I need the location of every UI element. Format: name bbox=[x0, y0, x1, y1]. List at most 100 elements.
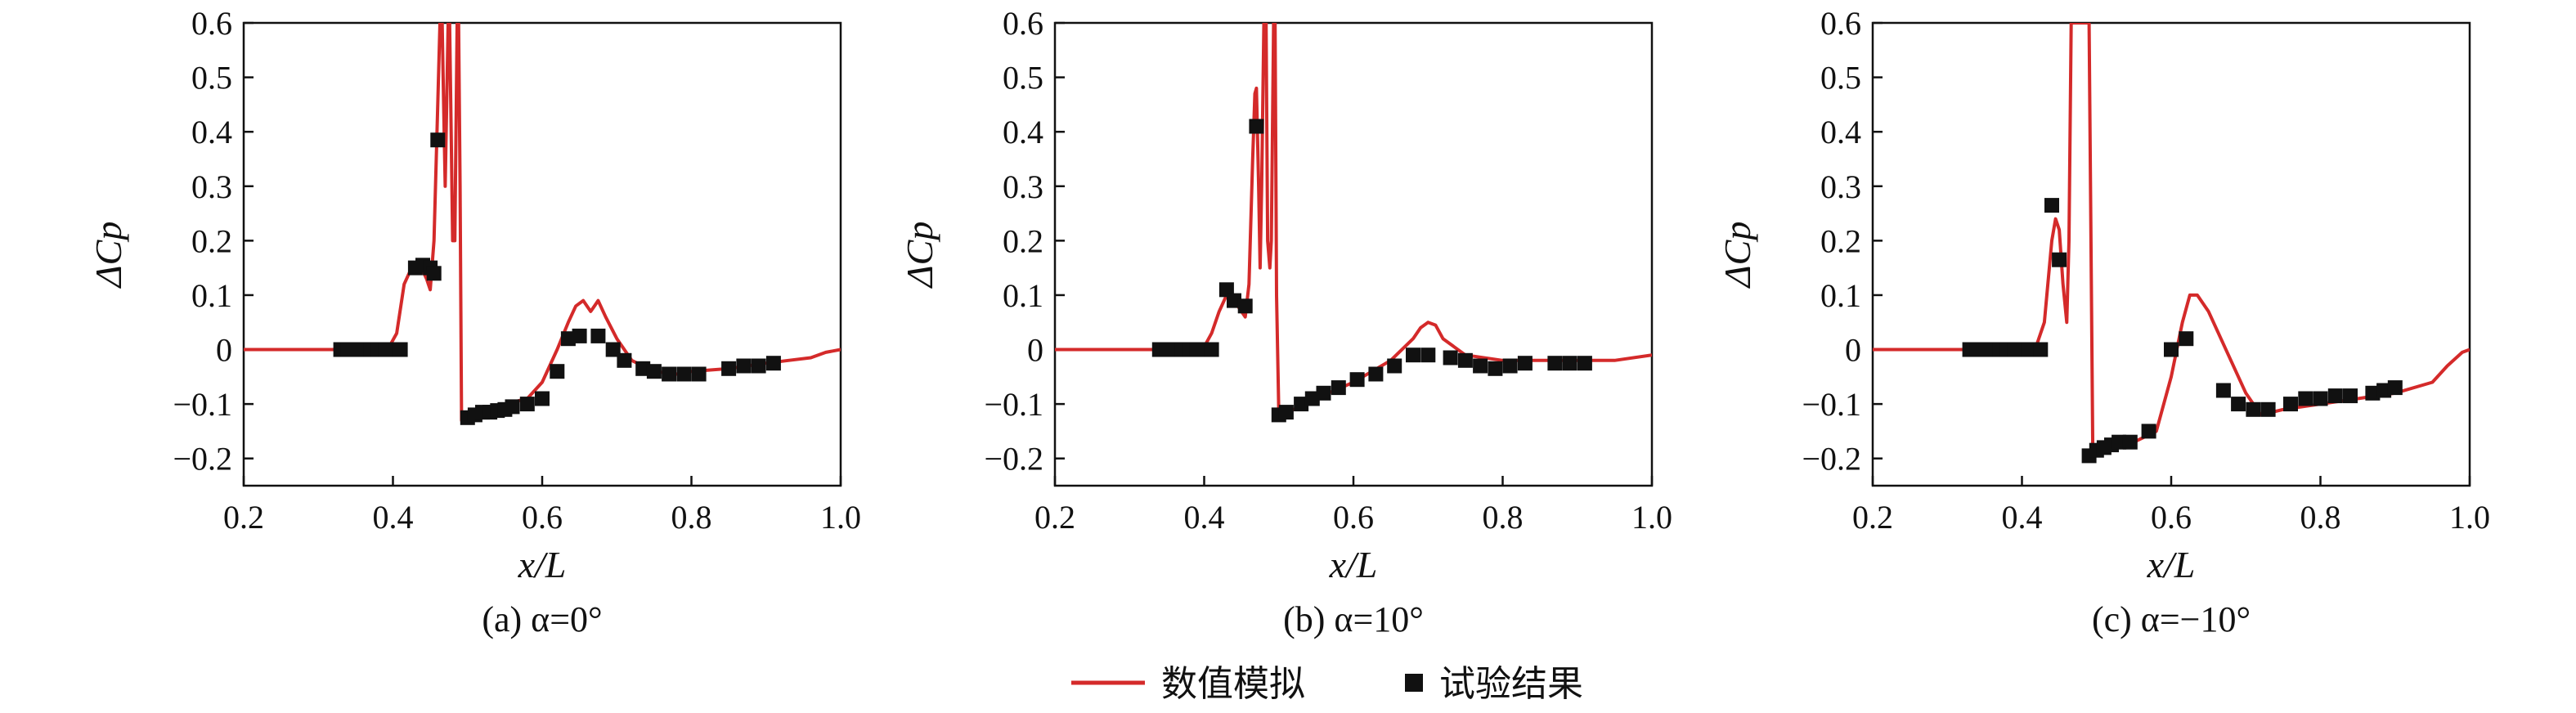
x-tick-label: 0.4 bbox=[1184, 499, 1225, 536]
experiment-point bbox=[1316, 385, 1331, 401]
experiment-point bbox=[2387, 380, 2403, 396]
experiment-point bbox=[2164, 342, 2179, 357]
panel-caption-b: (b) α=10° bbox=[1283, 599, 1424, 639]
x-tick-label: 0.6 bbox=[1333, 499, 1374, 536]
y-tick-label: 0.5 bbox=[191, 60, 232, 96]
experiment-point bbox=[535, 391, 550, 406]
experiment-point bbox=[1227, 293, 1241, 308]
legend: 数值模拟 试验结果 bbox=[1071, 663, 1583, 705]
experiment-point bbox=[2052, 252, 2067, 267]
experiment-point bbox=[1457, 352, 1473, 368]
y-tick-label: 0 bbox=[216, 332, 232, 369]
y-tick-label: 0 bbox=[1845, 332, 1861, 369]
x-tick-label: 0.8 bbox=[2300, 499, 2341, 536]
x-tick-label: 0.8 bbox=[671, 499, 712, 536]
experiment-point bbox=[1368, 366, 1384, 382]
experiment-point bbox=[1517, 356, 1533, 371]
experiment-point bbox=[2376, 383, 2392, 398]
y-tick-label: 0.1 bbox=[1820, 277, 1861, 314]
experiment-point bbox=[765, 356, 781, 371]
experiment-point bbox=[1294, 397, 1309, 412]
y-tick-label: 0.6 bbox=[1003, 5, 1043, 42]
experiment-point bbox=[1473, 358, 1488, 374]
experiment-point bbox=[2231, 397, 2246, 412]
experiment-point bbox=[1443, 350, 1458, 365]
x-tick-label: 1.0 bbox=[820, 499, 861, 536]
y-tick-label: 0.4 bbox=[191, 114, 232, 150]
experiment-point bbox=[2365, 385, 2381, 401]
experiment-point bbox=[590, 328, 606, 343]
legend-label-simulation: 数值模拟 bbox=[1161, 663, 1305, 705]
legend-marker-swatch bbox=[1405, 674, 1423, 692]
y-tick-label: 0.4 bbox=[1003, 114, 1043, 150]
simulation-line bbox=[244, 23, 841, 423]
simulation-line bbox=[1055, 23, 1652, 417]
experiment-point bbox=[2044, 198, 2059, 213]
experiment-point bbox=[662, 366, 677, 382]
x-tick-label: 0.6 bbox=[522, 499, 563, 536]
panel-caption-c: (c) α=−10° bbox=[2092, 599, 2251, 639]
experiment-point bbox=[505, 399, 520, 415]
x-tick-label: 0.2 bbox=[1852, 499, 1893, 536]
y-tick-label: −0.1 bbox=[984, 386, 1043, 423]
legend-label-experiment: 试验结果 bbox=[1439, 663, 1583, 705]
experiment-point bbox=[2343, 388, 2358, 404]
plot-frame bbox=[1053, 21, 1654, 487]
experiment-point bbox=[2112, 434, 2127, 450]
x-tick-label: 0.2 bbox=[223, 499, 264, 536]
experiment-point bbox=[617, 352, 632, 368]
experiment-point bbox=[736, 358, 752, 374]
x-tick-label: 0.8 bbox=[1483, 499, 1524, 536]
experiment-point bbox=[2179, 331, 2194, 347]
experiment-point bbox=[2033, 342, 2049, 357]
experiment-point bbox=[426, 266, 442, 281]
experiment-point bbox=[519, 397, 535, 412]
y-axis-label: ΔCp bbox=[88, 222, 129, 289]
experiment-point bbox=[1502, 358, 1518, 374]
y-tick-label: 0.2 bbox=[1820, 222, 1861, 259]
y-tick-label: −0.2 bbox=[1802, 441, 1861, 478]
y-tick-label: 0.3 bbox=[191, 168, 232, 205]
y-tick-label: −0.2 bbox=[173, 441, 232, 478]
y-tick-label: −0.1 bbox=[173, 386, 232, 423]
x-tick-label: 0.4 bbox=[373, 499, 414, 536]
experiment-point bbox=[572, 328, 587, 343]
experiment-point bbox=[1420, 348, 1436, 363]
experiment-point bbox=[605, 342, 621, 357]
experiment-point bbox=[1488, 361, 1503, 376]
x-axis-label: x/L bbox=[518, 544, 567, 585]
panel-caption-a: (a) α=0° bbox=[482, 599, 602, 639]
y-tick-label: 0.5 bbox=[1820, 60, 1861, 96]
y-tick-label: 0.2 bbox=[1003, 222, 1043, 259]
experiment-point bbox=[1204, 342, 1219, 357]
plot-frame bbox=[1871, 21, 2471, 487]
experiment-point bbox=[2313, 391, 2328, 406]
experiment-point bbox=[1331, 380, 1346, 396]
experiment-point bbox=[2246, 401, 2261, 417]
experiment-point bbox=[1304, 391, 1320, 406]
x-axis-label: x/L bbox=[2147, 544, 2196, 585]
experiment-point bbox=[2215, 383, 2231, 398]
y-tick-label: 0.2 bbox=[191, 222, 232, 259]
data-layer bbox=[1055, 23, 1652, 423]
experiment-point bbox=[550, 364, 565, 379]
y-tick-label: 0.1 bbox=[1003, 277, 1043, 314]
experiment-point bbox=[1249, 119, 1264, 134]
experiment-point bbox=[393, 342, 408, 357]
x-tick-label: 0.4 bbox=[2002, 499, 2043, 536]
experiment-point bbox=[560, 331, 576, 347]
experiment-point bbox=[646, 364, 662, 379]
x-tick-label: 0.6 bbox=[2151, 499, 2192, 536]
experiment-point bbox=[2298, 391, 2313, 406]
y-tick-label: −0.1 bbox=[1802, 386, 1861, 423]
y-tick-label: 0.4 bbox=[1820, 114, 1861, 150]
experiment-point bbox=[1237, 298, 1253, 314]
experiment-point bbox=[1349, 372, 1365, 388]
y-tick-label: −0.2 bbox=[984, 441, 1043, 478]
experiment-point bbox=[2283, 397, 2298, 412]
experiment-point bbox=[2327, 388, 2343, 404]
y-tick-label: 0.6 bbox=[191, 5, 232, 42]
panel-b: 0.2 0.4 0.6 0.8 1.0 −0.2 −0.1 0 0.1 0.2 0.3 0.4 0.5 0… bbox=[899, 5, 1672, 639]
experiment-point bbox=[635, 361, 651, 376]
